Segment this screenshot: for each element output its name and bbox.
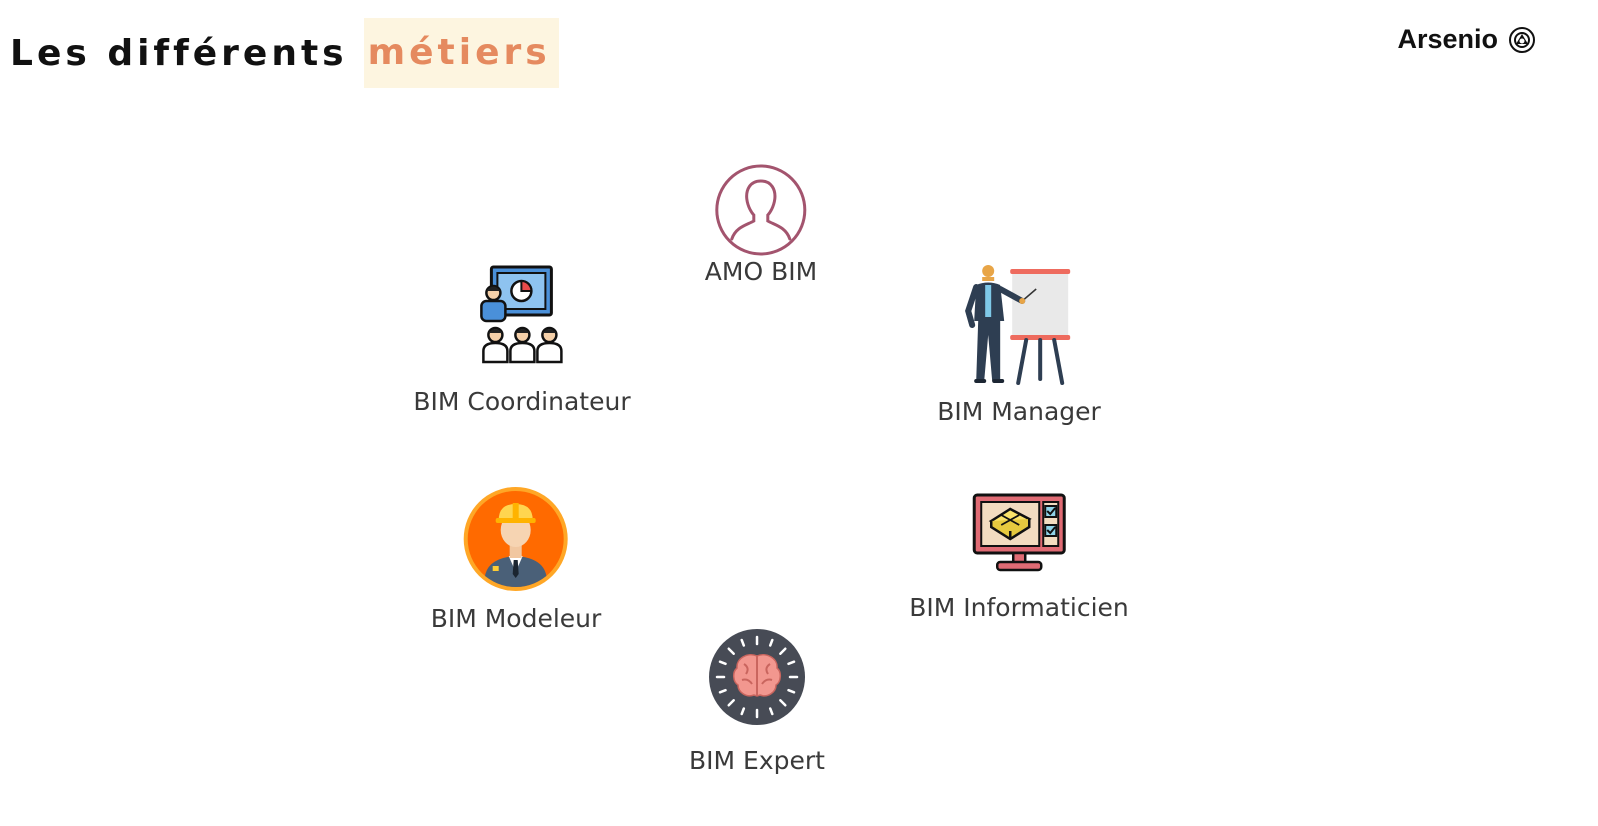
arsenio-logo-icon bbox=[1509, 26, 1535, 53]
role-label: BIM Manager bbox=[937, 397, 1101, 426]
page-title: Les différents métiers bbox=[10, 18, 559, 88]
role-label: BIM Informaticien bbox=[909, 593, 1129, 622]
engineer-hardhat-icon bbox=[463, 487, 568, 591]
role-bim-informaticien: BIM Informaticien bbox=[909, 493, 1129, 622]
role-label: BIM Coordinateur bbox=[413, 387, 631, 416]
role-amo-bim: AMO BIM bbox=[705, 163, 817, 286]
brand-logo: Arsenio bbox=[1397, 24, 1536, 55]
role-label: AMO BIM bbox=[704, 257, 818, 286]
role-bim-modeleur: BIM Modeleur bbox=[430, 486, 602, 633]
team-presentation-icon bbox=[479, 265, 563, 364]
title-highlight: métiers bbox=[363, 18, 559, 88]
role-bim-manager: BIM Manager bbox=[937, 265, 1101, 426]
brain-icon bbox=[709, 629, 805, 725]
computer-3d-model-icon bbox=[972, 493, 1066, 572]
role-bim-expert: BIM Expert bbox=[689, 628, 825, 775]
person-outline-icon bbox=[715, 164, 807, 256]
role-bim-coordinateur: BIM Coordinateur bbox=[413, 265, 631, 416]
presenter-flipchart-icon bbox=[964, 265, 1070, 385]
title-plain: Les différents bbox=[10, 32, 348, 74]
role-label: BIM Expert bbox=[689, 746, 825, 775]
brand-name: Arsenio bbox=[1397, 24, 1498, 54]
role-label: BIM Modeleur bbox=[430, 604, 602, 633]
